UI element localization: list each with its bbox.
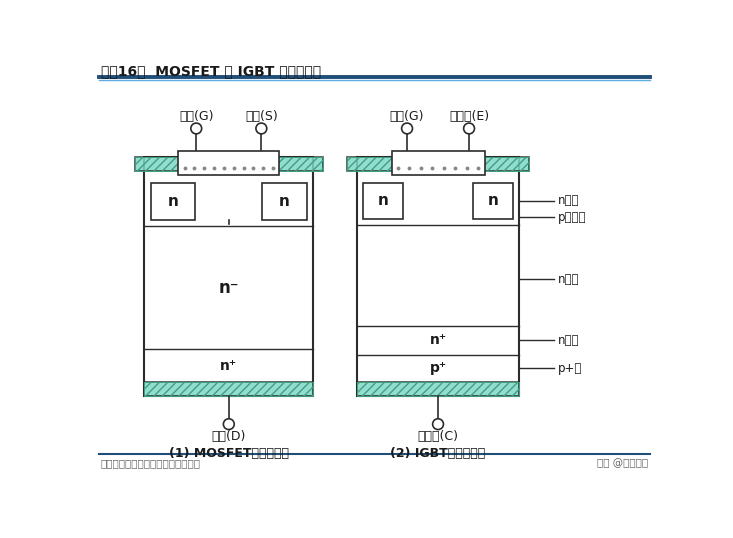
Bar: [391, 151, 485, 175]
Text: n缓冲: n缓冲: [557, 334, 579, 346]
Text: n⁻: n⁻: [218, 279, 239, 297]
Text: p⁺: p⁺: [430, 362, 446, 376]
Circle shape: [402, 123, 413, 134]
Bar: [357, 157, 520, 395]
Bar: [357, 382, 520, 395]
Text: 源极(S): 源极(S): [245, 110, 278, 123]
Text: n: n: [377, 193, 388, 208]
Text: 头条 @未来智库: 头条 @未来智库: [597, 458, 648, 469]
Circle shape: [464, 123, 474, 134]
Circle shape: [432, 419, 443, 429]
Text: (1) MOSFET的基本结构: (1) MOSFET的基本结构: [169, 447, 289, 460]
Text: 资料来源：中信建投证券研究发展部: 资料来源：中信建投证券研究发展部: [101, 458, 201, 469]
Text: n: n: [487, 193, 498, 208]
Bar: [144, 350, 313, 382]
Text: 门极(G): 门极(G): [390, 110, 424, 123]
Text: 发射极(E): 发射极(E): [449, 110, 489, 123]
Text: (2) IGBT的基本结构: (2) IGBT的基本结构: [391, 447, 486, 460]
Bar: [144, 382, 313, 395]
Bar: [363, 183, 403, 218]
Text: n基极: n基极: [557, 273, 579, 286]
Text: 集电极(C): 集电极(C): [418, 430, 459, 443]
Circle shape: [224, 419, 235, 429]
Text: n⁺: n⁺: [220, 359, 237, 373]
Bar: [357, 325, 520, 355]
Bar: [473, 183, 513, 218]
Bar: [144, 157, 313, 395]
Bar: [347, 157, 528, 171]
Bar: [357, 355, 520, 382]
Circle shape: [256, 123, 267, 134]
Bar: [135, 157, 323, 171]
Bar: [150, 183, 196, 220]
Bar: [178, 151, 279, 175]
Text: n⁺: n⁺: [430, 333, 446, 347]
Bar: [262, 183, 307, 220]
Text: n: n: [168, 194, 178, 209]
Text: n: n: [279, 194, 290, 209]
Text: p发射极: p发射极: [557, 210, 586, 223]
Circle shape: [191, 123, 202, 134]
Bar: [144, 382, 313, 395]
Bar: [357, 382, 520, 395]
Bar: [347, 157, 528, 171]
Text: p+层: p+层: [557, 362, 582, 375]
Text: 图表16：  MOSFET 和 IGBT 的基本结构: 图表16： MOSFET 和 IGBT 的基本结构: [101, 63, 321, 77]
Text: 门极(G): 门极(G): [179, 110, 213, 123]
Bar: [135, 157, 323, 171]
Text: 漏极(D): 漏极(D): [212, 430, 246, 443]
Text: n漏极: n漏极: [557, 194, 579, 207]
